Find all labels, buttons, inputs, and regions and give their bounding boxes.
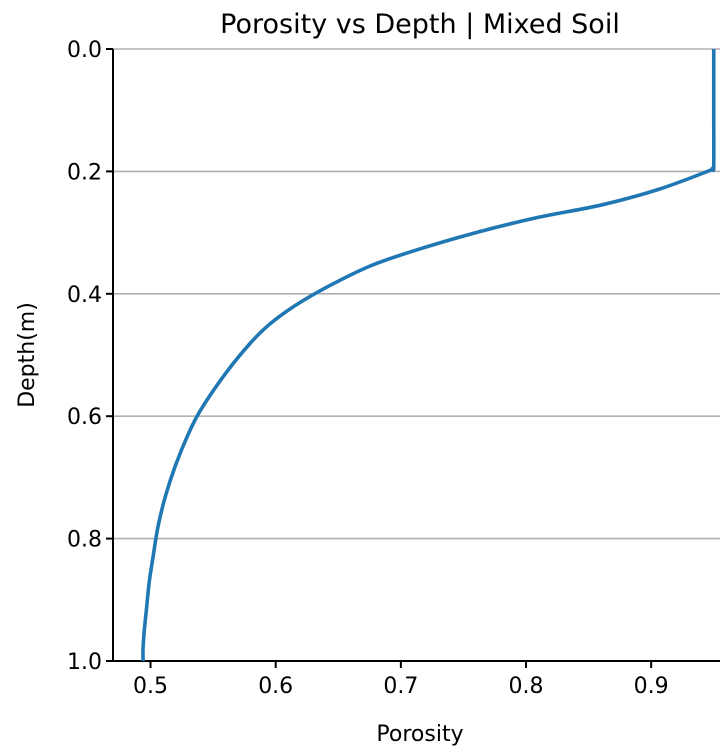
y-tick-label-5: 1.0 [67,650,102,675]
axes-layer [112,49,720,662]
y-tick-label-2: 0.4 [67,283,102,308]
y-axis-title: Depth(m) [15,302,40,408]
grid-layer [113,48,720,662]
x-tick-label-3: 0.8 [509,674,544,699]
y-tick-label-4: 0.8 [67,528,102,553]
chart-title: Porosity vs Depth | Mixed Soil [220,9,620,40]
y-tick-label-3: 0.6 [67,405,102,430]
x-tick-label-0: 0.5 [133,674,168,699]
x-tick-label-1: 0.6 [258,674,293,699]
x-axis-title: Porosity [376,722,463,747]
x-tick-label-2: 0.7 [383,674,418,699]
x-tick-label-4: 0.9 [634,674,669,699]
series-line-0 [141,48,716,662]
series-layer [141,48,716,662]
y-tick-label-0: 0.0 [67,38,102,63]
y-tick-label-1: 0.2 [67,160,102,185]
ticks-layer: 0.0 0.2 0.4 0.6 0.8 1.0 0.5 0.6 0.7 0.8 0.9 [67,38,669,699]
